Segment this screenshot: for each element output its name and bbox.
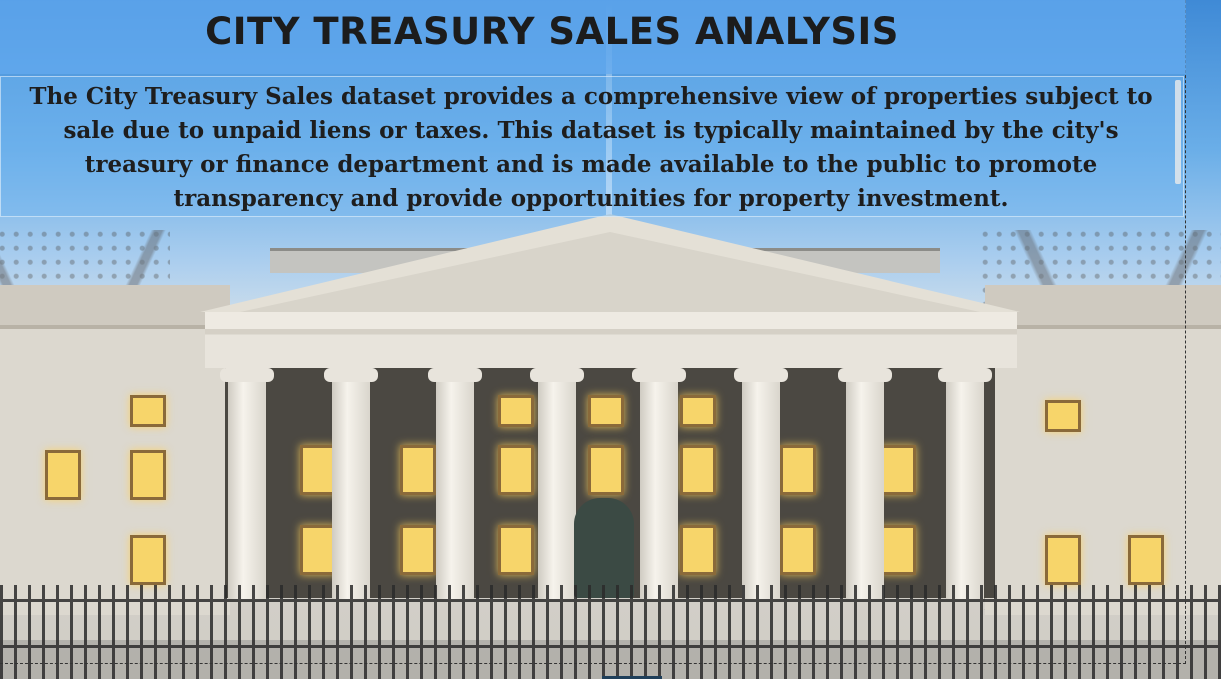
window: [780, 445, 816, 495]
window: [498, 445, 534, 495]
page-title: CITY TREASURY SALES ANALYSIS: [205, 10, 899, 53]
report-canvas-frame: [0, 0, 1186, 664]
building-wing-left: [0, 285, 230, 615]
column: [632, 368, 686, 600]
description-scrollbar[interactable]: [1175, 80, 1181, 184]
building-wing-right: [985, 285, 1221, 615]
window: [780, 525, 816, 575]
window: [498, 525, 534, 575]
window: [130, 395, 166, 427]
building-pediment-inner: [240, 232, 980, 312]
window: [588, 445, 624, 495]
building-entablature: [205, 312, 1017, 368]
description-text: The City Treasury Sales dataset provides…: [29, 83, 1153, 212]
column: [324, 368, 378, 600]
window: [588, 395, 624, 427]
window: [130, 450, 166, 500]
column: [838, 368, 892, 600]
window: [400, 525, 436, 575]
title-banner: CITY TREASURY SALES ANALYSIS: [0, 0, 1186, 74]
window: [1045, 535, 1081, 585]
column: [938, 368, 992, 600]
window: [400, 445, 436, 495]
window: [1128, 535, 1164, 585]
window: [1045, 400, 1081, 432]
column: [428, 368, 482, 600]
description-textbox[interactable]: The City Treasury Sales dataset provides…: [0, 76, 1184, 217]
window: [880, 445, 916, 495]
column: [530, 368, 584, 600]
statue: [574, 498, 634, 598]
window: [680, 395, 716, 427]
light-beam: [606, 0, 612, 215]
window: [45, 450, 81, 500]
window: [680, 445, 716, 495]
window: [498, 395, 534, 427]
column: [734, 368, 788, 600]
page-tab-indicator[interactable]: [602, 676, 662, 679]
window: [130, 535, 166, 585]
window: [680, 525, 716, 575]
column: [220, 368, 274, 600]
